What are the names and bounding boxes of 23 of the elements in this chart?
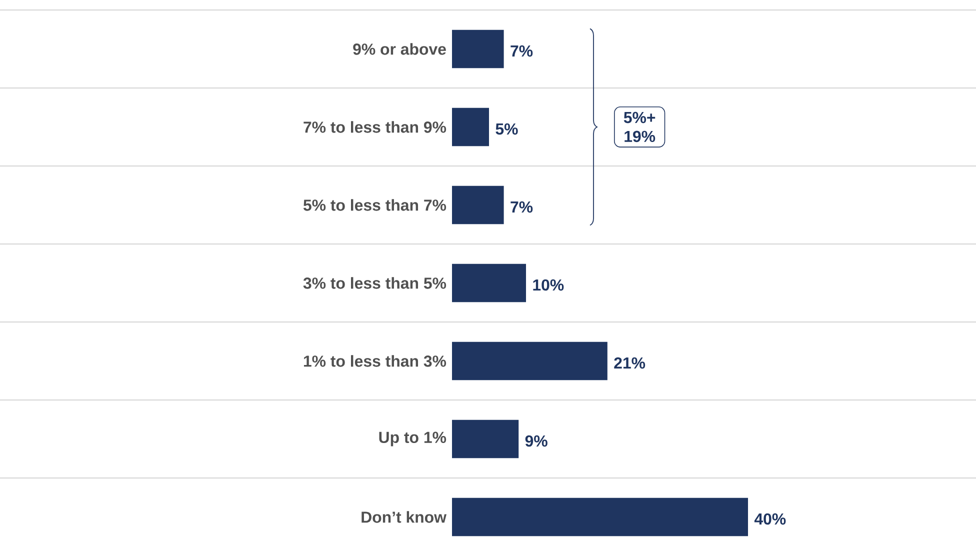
y-tick-label: 7% to less than 9% (304, 121, 446, 133)
data-label: 5% (496, 123, 518, 135)
y-tick-label: 3% to less than 5% (303, 277, 446, 289)
y-tick-label: 9% or above (353, 43, 446, 55)
data-label: 21% (614, 357, 646, 369)
y-tick-label: 1% to less than 3% (304, 355, 446, 367)
y-tick-label: 5% to less than 7% (303, 199, 446, 211)
bar (452, 264, 526, 302)
data-label: 10% (533, 279, 564, 291)
bar (452, 186, 504, 224)
bar (452, 498, 748, 536)
bar (452, 30, 504, 68)
annotation: 5%+ (624, 112, 656, 124)
data-label: 7% (510, 45, 533, 57)
y-tick-label: Don’t know (362, 511, 446, 523)
data-label: 7% (510, 201, 533, 213)
bar (452, 342, 608, 380)
y-tick-label: Up to 1% (379, 432, 446, 446)
data-label: 40% (754, 513, 786, 525)
bar (452, 108, 490, 146)
bar (452, 420, 519, 458)
data-label: 9% (525, 435, 548, 447)
annotation: 19% (624, 130, 656, 142)
